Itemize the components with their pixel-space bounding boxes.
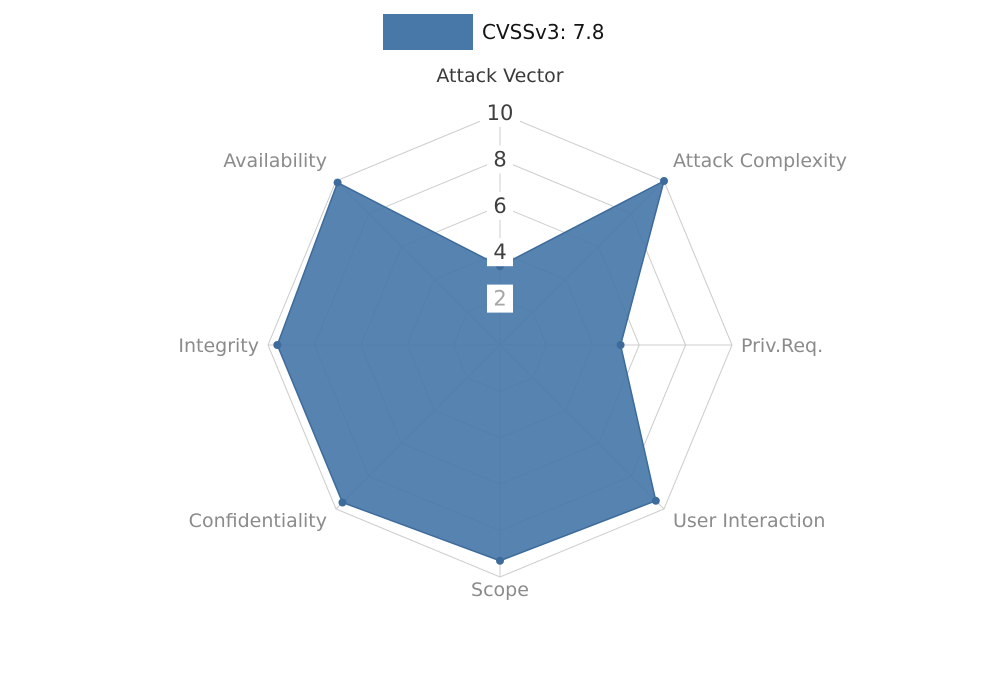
axis-label-scope: Scope — [471, 579, 529, 601]
legend-swatch — [383, 14, 473, 50]
tick-box-8 — [487, 145, 513, 174]
vertex-dot-attack-complexity — [660, 177, 668, 185]
vertex-dot-availability — [333, 178, 342, 187]
vertex-dot-priv-req — [616, 341, 625, 349]
grid-ring-10 — [267, 112, 733, 578]
tick-label-10: 10 — [487, 101, 514, 125]
legend: CVSSv3: 7.8 — [383, 14, 605, 50]
axis-label-integrity: Integrity — [178, 335, 259, 357]
tick-box-4 — [487, 238, 513, 267]
tick-box-2 — [487, 284, 513, 313]
series-polygon — [276, 179, 666, 562]
tick-label-4: 4 — [493, 240, 506, 264]
legend-label: CVSSv3: 7.8 — [482, 20, 605, 44]
axis-label-confidentiality: Confidentiality — [189, 510, 327, 532]
axis-label-user-interaction: User Interaction — [673, 510, 825, 532]
tick-label-8: 8 — [493, 147, 506, 171]
tick-label-6: 6 — [493, 194, 506, 218]
axis-label-attack-vector: Attack Vector — [436, 65, 563, 87]
tick-box-6 — [487, 191, 513, 220]
tick-box-10 — [480, 99, 520, 127]
axis-label-attack-complexity: Attack Complexity — [673, 150, 847, 172]
vertex-dot-user-interaction — [651, 496, 660, 505]
tick-label-2: 2 — [493, 287, 506, 311]
vertex-dot-integrity — [273, 341, 282, 349]
axis-label-availability: Availability — [223, 150, 327, 172]
axis-label-priv-req: Priv.Req. — [741, 335, 823, 357]
vertex-dot-confidentiality — [338, 498, 347, 507]
vertex-dot-scope — [496, 556, 504, 565]
